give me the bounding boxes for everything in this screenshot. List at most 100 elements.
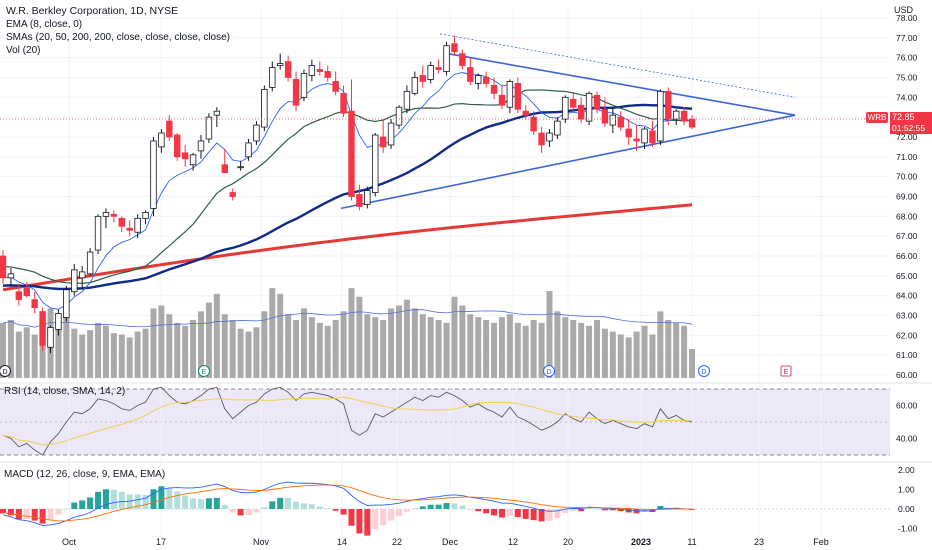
- volume-bar: [372, 317, 379, 378]
- volume-bar: [213, 293, 220, 378]
- macd-legend[interactable]: MACD (12, 26, close, 9, EMA, EMA): [4, 469, 166, 480]
- candle-body: [292, 79, 300, 106]
- candle-body: [680, 110, 688, 122]
- candle-body: [649, 130, 656, 144]
- volume-bar: [380, 320, 387, 378]
- price-tag-countdown: 01:52:55: [890, 123, 932, 134]
- price-tick: 67.00: [896, 231, 918, 241]
- candle-body: [237, 166, 244, 169]
- macd-histogram-bar: [102, 489, 109, 509]
- time-tick: Dec: [442, 537, 459, 547]
- candle-body: [474, 75, 482, 84]
- volume-bar: [7, 320, 14, 378]
- volume-bar: [95, 322, 102, 378]
- volume-bar: [673, 322, 680, 378]
- macd-histogram-bar: [63, 508, 70, 510]
- candle-body: [332, 81, 339, 92]
- lower-trendline: [340, 114, 796, 210]
- trendlines[interactable]: [340, 33, 796, 210]
- event-marker-label: D: [701, 369, 706, 376]
- macd-histogram-bar: [110, 489, 117, 509]
- candle-body: [229, 192, 236, 197]
- macd-histogram-bar: [506, 509, 513, 516]
- candle-body: [419, 75, 426, 82]
- time-tick: Oct: [62, 537, 77, 547]
- volume-ma-line: [2, 309, 693, 328]
- volume-bar: [198, 311, 204, 378]
- time-axis[interactable]: Oct 17 Nov 14 22 Dec 12 20 2023 11 23 Feb: [62, 537, 829, 547]
- macd-histogram-bar: [229, 509, 236, 513]
- rsi-legend[interactable]: RSI (14, close, SMA, 14, 2): [4, 386, 126, 397]
- time-tick: 23: [754, 537, 764, 547]
- candle-body: [15, 291, 23, 301]
- macd-histogram-bar: [316, 506, 323, 509]
- volume-bar: [388, 308, 395, 378]
- price-tick: 72.00: [896, 132, 918, 142]
- volume-bar: [475, 317, 482, 378]
- candle-body: [387, 122, 395, 146]
- candle-body: [617, 116, 624, 128]
- volume-legend[interactable]: Vol (20): [6, 45, 41, 56]
- candle-body: [86, 251, 94, 275]
- macd-histogram-bar: [459, 505, 466, 509]
- price-tick: 69.00: [896, 192, 918, 202]
- volume-bar: [483, 320, 490, 378]
- upper-trendline: [447, 52, 796, 116]
- volume-bar: [245, 331, 252, 378]
- price-tick: 77.00: [896, 33, 918, 43]
- macd-histogram-bar: [554, 509, 561, 519]
- candle-body: [538, 132, 545, 146]
- price-tick: 75.00: [896, 72, 918, 82]
- volume-bar: [546, 291, 553, 378]
- price-tag-symbol: WRB: [866, 112, 888, 123]
- macd-histogram-bar: [277, 497, 284, 509]
- volume-bar: [229, 320, 236, 378]
- candle-body: [482, 77, 490, 84]
- macd-histogram-bar: [182, 495, 189, 509]
- candle-body: [451, 43, 458, 53]
- volume-bar: [578, 322, 585, 378]
- price-axis[interactable]: 78.0077.0076.0075.0074.0073.0072.0071.00…: [896, 13, 918, 380]
- symbol-title[interactable]: W.R. Berkley Corporation, 1D, NYSE: [6, 5, 179, 17]
- macd-histogram-bar: [451, 503, 458, 509]
- macd-histogram-bar: [601, 509, 608, 511]
- volume-bar: [657, 311, 664, 378]
- macd-histogram-bar: [356, 509, 363, 534]
- ema-legend[interactable]: EMA (8, close, 0): [6, 19, 83, 30]
- macd-histogram-bar: [23, 509, 30, 519]
- volume-bar: [649, 334, 656, 378]
- volume-bar: [190, 320, 197, 378]
- macd-tick: 2.00: [898, 465, 915, 475]
- macd-histogram-bar: [435, 504, 442, 509]
- macd-histogram-bar: [443, 502, 450, 509]
- candle-body: [577, 104, 585, 120]
- volume-bar: [625, 337, 632, 378]
- price-tick: 76.00: [896, 53, 918, 63]
- candle-body: [411, 77, 419, 94]
- sma-legend[interactable]: SMAs (20, 50, 200, 200, close, close, cl…: [6, 32, 230, 43]
- candle-body: [39, 311, 46, 346]
- volume-bar: [522, 325, 529, 378]
- legend: W.R. Berkley Corporation, 1D, NYSE EMA (…: [6, 5, 230, 57]
- volume-bar: [641, 325, 648, 378]
- macd-histogram-bar: [514, 509, 521, 518]
- candle-body: [340, 92, 347, 114]
- macd-histogram-bar: [348, 509, 355, 526]
- macd-histogram-bar: [237, 509, 244, 516]
- volume-bar: [0, 322, 6, 378]
- candles: [0, 35, 696, 354]
- volume-bar: [364, 314, 371, 378]
- macd-histogram-bar: [483, 509, 490, 514]
- sma50-line: [2, 103, 693, 291]
- candle-body: [142, 211, 149, 219]
- volume-bar: [681, 325, 688, 378]
- macd-histogram-bar: [142, 494, 149, 509]
- volume-bars: [0, 288, 696, 378]
- macd-histogram-bar: [364, 509, 371, 536]
- macd-histogram-bar: [118, 491, 125, 509]
- volume-bar: [689, 349, 696, 378]
- volume-bar: [538, 322, 545, 378]
- macd-histogram-bar: [205, 498, 212, 509]
